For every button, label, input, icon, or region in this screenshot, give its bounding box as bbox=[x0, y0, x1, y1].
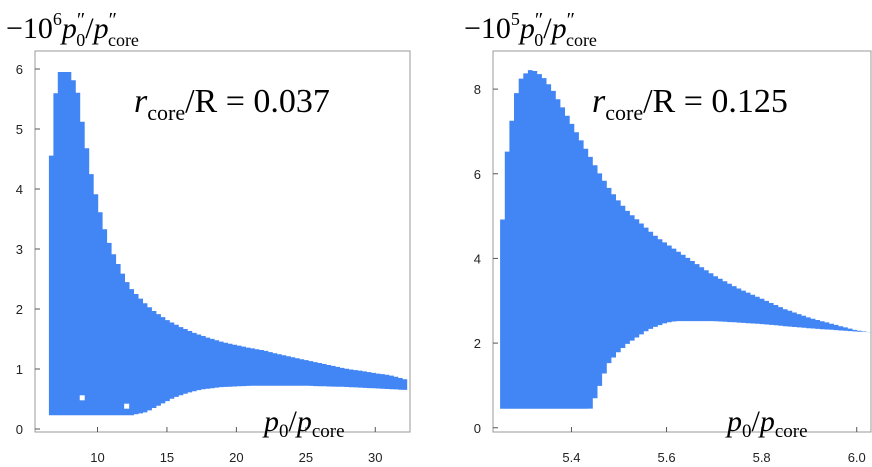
plot-frame-left bbox=[34, 50, 411, 433]
y-tick-label: 6 bbox=[474, 167, 481, 182]
y-tick-label: 5 bbox=[16, 122, 23, 137]
y-axis-label-left: −106p″ 0/p″ core bbox=[6, 9, 139, 50]
gap-mark-left bbox=[124, 403, 130, 409]
x-axis-label-left: p0/pcore bbox=[262, 405, 345, 442]
chart-panel-left: −106p″ 0/p″ core 10 15 20 25 30 0 1 2 3 4 5 6 rcore/… bbox=[6, 9, 411, 465]
area-layer-left bbox=[48, 72, 408, 416]
y-tick-label: 0 bbox=[474, 421, 481, 436]
y-tick-label: 0 bbox=[16, 422, 23, 437]
y-ticks-right: 0 2 4 6 8 bbox=[474, 82, 498, 436]
x-tick-label: 20 bbox=[229, 450, 243, 465]
y-tick-label: 8 bbox=[474, 82, 481, 97]
x-axis-label-right: p0/pcore bbox=[725, 405, 808, 442]
x-tick-label: 15 bbox=[160, 450, 174, 465]
chart-panel-right: −105p″ 0/p″ core 5.4 5.6 5.8 6.0 0 2 4 6 8 rcore/… bbox=[464, 9, 872, 465]
x-tick-label: 5.6 bbox=[658, 450, 676, 465]
x-tick-label: 6.0 bbox=[848, 450, 866, 465]
x-tick-label: 30 bbox=[368, 450, 382, 465]
x-tick-label: 10 bbox=[90, 450, 104, 465]
band-area-left bbox=[48, 72, 408, 416]
x-ticks-left: 10 15 20 25 30 bbox=[90, 427, 383, 465]
annotation-left: rcore/R = 0.037 bbox=[134, 83, 330, 125]
y-ticks-left: 0 1 2 3 4 5 6 bbox=[16, 62, 40, 437]
y-tick-label: 1 bbox=[16, 362, 23, 377]
y-axis-label-right: −105p″ 0/p″ core bbox=[464, 9, 597, 50]
plot-frame-right bbox=[492, 50, 872, 433]
y-tick-label: 4 bbox=[16, 182, 23, 197]
gap-mark-left bbox=[79, 395, 85, 401]
x-ticks-right: 5.4 5.6 5.8 6.0 bbox=[562, 427, 866, 465]
x-tick-label: 5.4 bbox=[562, 450, 580, 465]
y-tick-label: 3 bbox=[16, 242, 23, 257]
area-layer-right bbox=[500, 70, 871, 409]
y-tick-label: 4 bbox=[474, 251, 481, 266]
annotation-right: rcore/R = 0.125 bbox=[592, 83, 788, 125]
y-tick-label: 6 bbox=[16, 62, 23, 77]
y-tick-label: 2 bbox=[16, 302, 23, 317]
band-area-right bbox=[500, 70, 871, 409]
y-tick-label: 2 bbox=[474, 336, 481, 351]
x-tick-label: 25 bbox=[299, 450, 313, 465]
x-tick-label: 5.8 bbox=[753, 450, 771, 465]
